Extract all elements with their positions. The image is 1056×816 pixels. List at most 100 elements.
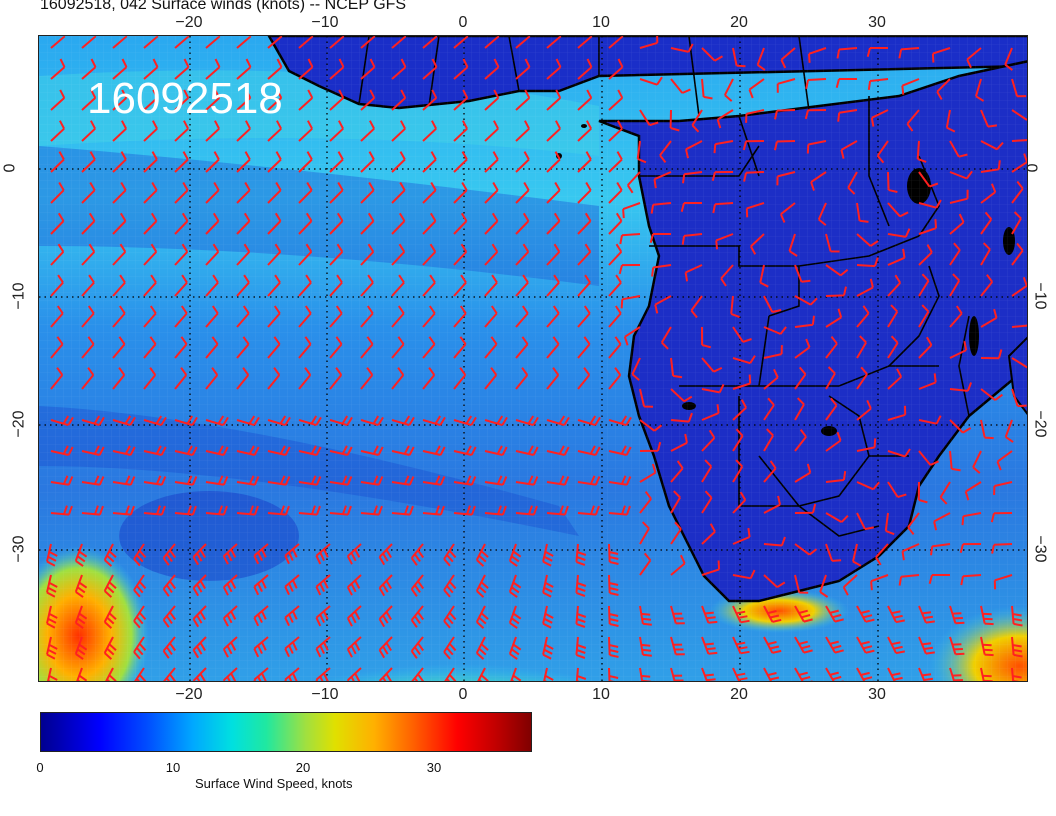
wind-barb: [759, 264, 769, 288]
wind-barb: [515, 151, 530, 173]
wind-barb: [917, 481, 928, 504]
wind-barb: [577, 212, 592, 235]
wind-barb: [174, 305, 188, 328]
wind-barb: [670, 43, 694, 53]
wind-barb: [410, 574, 425, 597]
wind-barb: [484, 89, 500, 111]
wind-barb: [74, 636, 88, 660]
wind-barb: [936, 78, 951, 100]
wind-barb: [133, 543, 147, 567]
wind-barb: [794, 264, 811, 283]
wind-barb: [684, 264, 703, 282]
wind-barb: [133, 636, 147, 660]
wind-barb: [901, 543, 920, 561]
wind-barb: [916, 140, 927, 163]
colorbar-label: Surface Wind Speed, knots: [195, 776, 353, 791]
wind-barb: [484, 445, 508, 456]
wind-barb: [475, 636, 489, 660]
wind-barb: [391, 336, 405, 359]
wind-barb: [701, 429, 716, 452]
wind-barb: [623, 326, 641, 346]
wind-barb: [577, 120, 592, 142]
wind-barb: [577, 58, 593, 80]
wind-barb: [608, 89, 624, 111]
wind-barb: [732, 428, 744, 452]
wind-barb: [980, 242, 991, 266]
wind-barb: [636, 140, 647, 164]
wind-barb: [174, 120, 189, 142]
wind-barb: [143, 305, 157, 328]
wind-barb: [253, 636, 269, 658]
wind-barb: [174, 336, 188, 359]
wind-barb: [794, 429, 807, 452]
wind-barb: [651, 264, 672, 277]
wind-barb: [928, 574, 950, 584]
wind-barb: [453, 120, 468, 142]
wind-barb: [639, 109, 659, 127]
wind-barb: [639, 76, 663, 86]
wind-barb: [143, 212, 158, 235]
wind-barb: [659, 140, 672, 164]
wind-barb: [856, 257, 879, 268]
wind-barb: [267, 212, 282, 235]
wind-barb: [103, 636, 117, 660]
wind-barb: [484, 36, 500, 49]
wind-barb: [907, 512, 920, 536]
wind-barb: [298, 367, 312, 390]
wind-barb: [192, 605, 207, 628]
wind-barb: [660, 326, 672, 350]
wind-barb: [701, 560, 721, 576]
wind-barb: [50, 274, 64, 297]
wind-barb: [776, 171, 796, 186]
wind-barb: [453, 58, 469, 80]
wind-barb: [360, 274, 374, 297]
wind-barb: [174, 274, 188, 297]
wind-barb: [391, 36, 407, 49]
wind-barb: [669, 109, 680, 132]
wind-barb: [949, 382, 973, 392]
wind-barb: [620, 295, 641, 309]
wind-barb: [174, 89, 190, 111]
wind-barb: [298, 212, 313, 235]
wind-barb: [484, 58, 500, 80]
wind-barb: [546, 415, 570, 427]
wind-barb: [298, 36, 314, 49]
wind-barb: [391, 274, 405, 297]
wind-barb: [236, 58, 252, 80]
wind-barb: [626, 171, 641, 194]
wind-barb: [205, 212, 220, 235]
wind-barb: [966, 47, 982, 69]
wind-barb: [608, 336, 622, 359]
wind-barb: [836, 47, 858, 59]
wind-barb: [360, 181, 375, 204]
wind-barb: [360, 475, 384, 486]
wind-barb: [515, 36, 531, 49]
wind-barb: [670, 433, 688, 452]
wind-barb: [949, 140, 968, 158]
wind-barb: [670, 554, 686, 576]
wind-barb: [730, 295, 740, 319]
wind-barb: [422, 120, 437, 142]
wind-barb: [484, 274, 498, 297]
wind-barb: [639, 419, 663, 432]
wind-barb: [949, 636, 965, 656]
wind-barb: [639, 667, 652, 681]
wind-barb: [50, 475, 74, 486]
wind-barb: [825, 397, 838, 421]
wind-barb: [410, 543, 425, 566]
wind-barb: [794, 636, 813, 654]
wind-barb: [360, 212, 375, 235]
wind-barb: [453, 274, 467, 297]
wind-barb: [508, 543, 522, 567]
wind-barb: [47, 667, 58, 681]
wind-barb: [143, 415, 167, 427]
wind-barb: [701, 667, 716, 681]
wind-barb: [918, 244, 933, 266]
wind-barb: [112, 445, 136, 456]
wind-barb: [608, 58, 624, 80]
wind-barb: [74, 574, 88, 598]
wind-barb: [608, 667, 619, 681]
wind-barb: [143, 89, 159, 111]
wind-barb: [949, 170, 973, 180]
wind-barb: [298, 336, 312, 359]
